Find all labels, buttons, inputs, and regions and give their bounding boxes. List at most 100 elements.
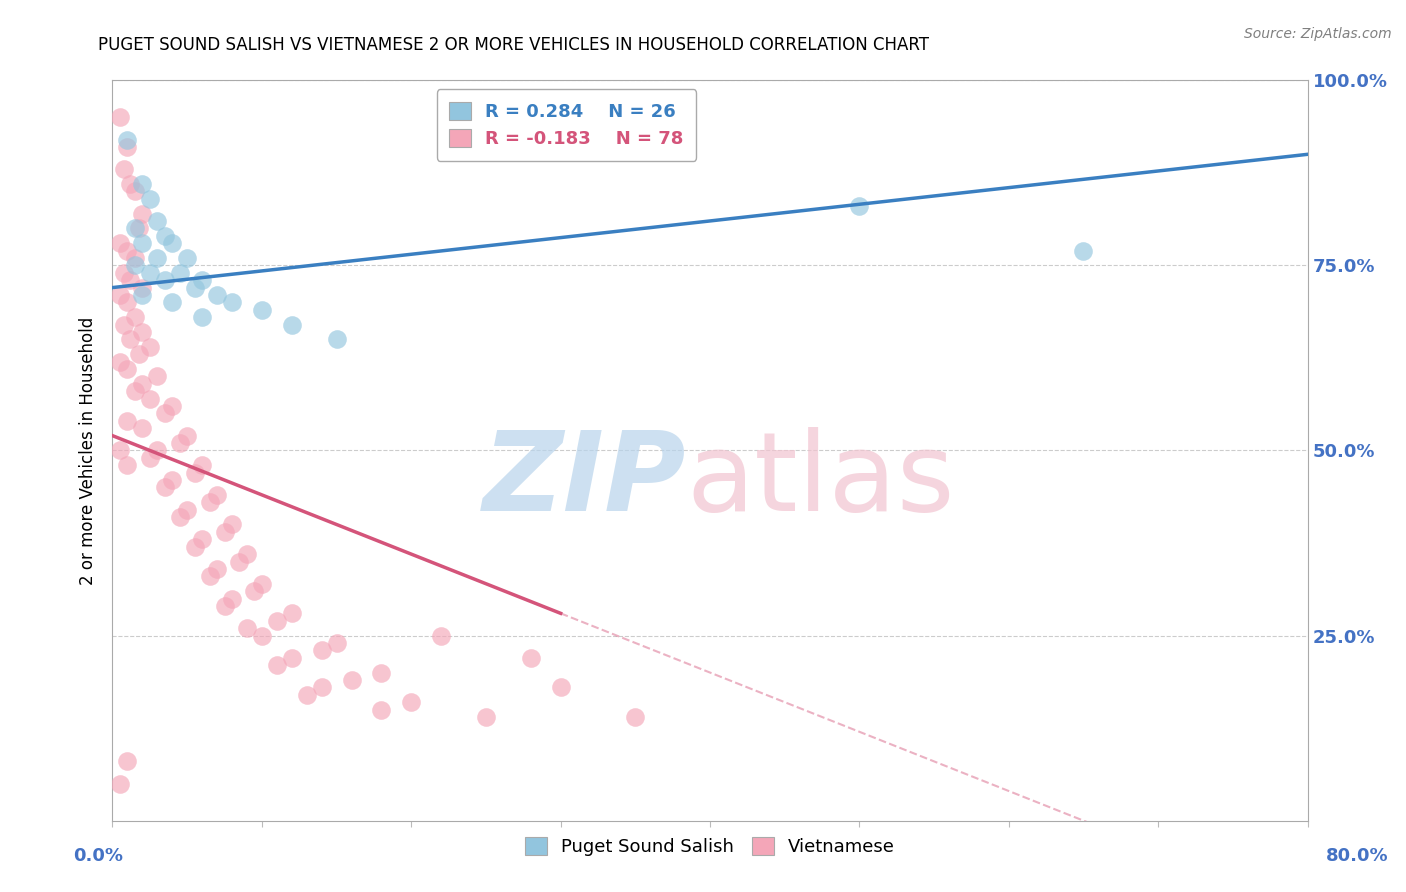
Point	[266, 614, 288, 628]
Point	[120, 177, 142, 191]
Point	[250, 302, 273, 317]
Point	[205, 562, 228, 576]
Point	[475, 710, 498, 724]
Point	[131, 376, 153, 391]
Point	[114, 266, 135, 280]
Point	[191, 533, 214, 547]
Point	[848, 199, 870, 213]
Point	[153, 481, 176, 495]
Point	[108, 288, 131, 302]
Point	[162, 295, 183, 310]
Point	[221, 295, 243, 310]
Point	[108, 443, 131, 458]
Point	[214, 524, 236, 539]
Point	[117, 295, 139, 310]
Point	[120, 333, 142, 347]
Point	[1073, 244, 1095, 258]
Point	[183, 466, 205, 480]
Point	[146, 251, 169, 265]
Point	[162, 473, 183, 487]
Point	[124, 384, 146, 399]
Point	[191, 310, 214, 325]
Text: ZIP: ZIP	[482, 426, 686, 533]
Point	[139, 392, 162, 406]
Point	[250, 576, 273, 591]
Point	[311, 643, 333, 657]
Point	[162, 236, 183, 251]
Point	[176, 428, 198, 442]
Point	[139, 450, 162, 465]
Point	[266, 658, 288, 673]
Point	[162, 399, 183, 413]
Point	[117, 132, 139, 146]
Point	[176, 251, 198, 265]
Point	[114, 162, 135, 177]
Point	[176, 502, 198, 516]
Point	[281, 607, 304, 621]
Point	[153, 228, 176, 243]
Point	[128, 347, 150, 361]
Text: 0.0%: 0.0%	[73, 847, 124, 865]
Point	[169, 436, 191, 450]
Point	[124, 184, 146, 198]
Point	[120, 273, 142, 287]
Point	[124, 251, 146, 265]
Point	[183, 280, 205, 294]
Point	[146, 214, 169, 228]
Point	[117, 414, 139, 428]
Point	[325, 333, 347, 347]
Point	[146, 443, 169, 458]
Point	[624, 710, 647, 724]
Point	[520, 650, 543, 665]
Point	[117, 362, 139, 376]
Point	[131, 280, 153, 294]
Point	[108, 111, 131, 125]
Point	[169, 266, 191, 280]
Point	[325, 636, 347, 650]
Point	[128, 221, 150, 235]
Point	[205, 288, 228, 302]
Point	[311, 681, 333, 695]
Text: Source: ZipAtlas.com: Source: ZipAtlas.com	[1244, 27, 1392, 41]
Point	[221, 517, 243, 532]
Point	[131, 206, 153, 220]
Point	[124, 310, 146, 325]
Point	[169, 510, 191, 524]
Point	[108, 354, 131, 368]
Point	[153, 407, 176, 421]
Point	[401, 695, 423, 709]
Point	[108, 776, 131, 791]
Point	[139, 340, 162, 354]
Point	[139, 266, 162, 280]
Point	[124, 259, 146, 273]
Point	[131, 236, 153, 251]
Point	[228, 555, 250, 569]
Point	[153, 273, 176, 287]
Point	[108, 236, 131, 251]
Point	[131, 288, 153, 302]
Point	[117, 755, 139, 769]
Point	[250, 628, 273, 642]
Point	[236, 621, 259, 635]
Point	[191, 273, 214, 287]
Point	[550, 681, 572, 695]
Point	[198, 495, 221, 509]
Text: PUGET SOUND SALISH VS VIETNAMESE 2 OR MORE VEHICLES IN HOUSEHOLD CORRELATION CHA: PUGET SOUND SALISH VS VIETNAMESE 2 OR MO…	[98, 36, 929, 54]
Point	[370, 703, 392, 717]
Point	[281, 318, 304, 332]
Point	[117, 140, 139, 154]
Point	[117, 244, 139, 258]
Point	[183, 540, 205, 554]
Y-axis label: 2 or more Vehicles in Household: 2 or more Vehicles in Household	[79, 317, 97, 584]
Point	[124, 221, 146, 235]
Point	[146, 369, 169, 384]
Point	[281, 650, 304, 665]
Point	[295, 688, 318, 702]
Point	[114, 318, 135, 332]
Point	[117, 458, 139, 473]
Point	[243, 584, 266, 599]
Point	[221, 591, 243, 606]
Point	[236, 547, 259, 561]
Point	[191, 458, 214, 473]
Point	[131, 177, 153, 191]
